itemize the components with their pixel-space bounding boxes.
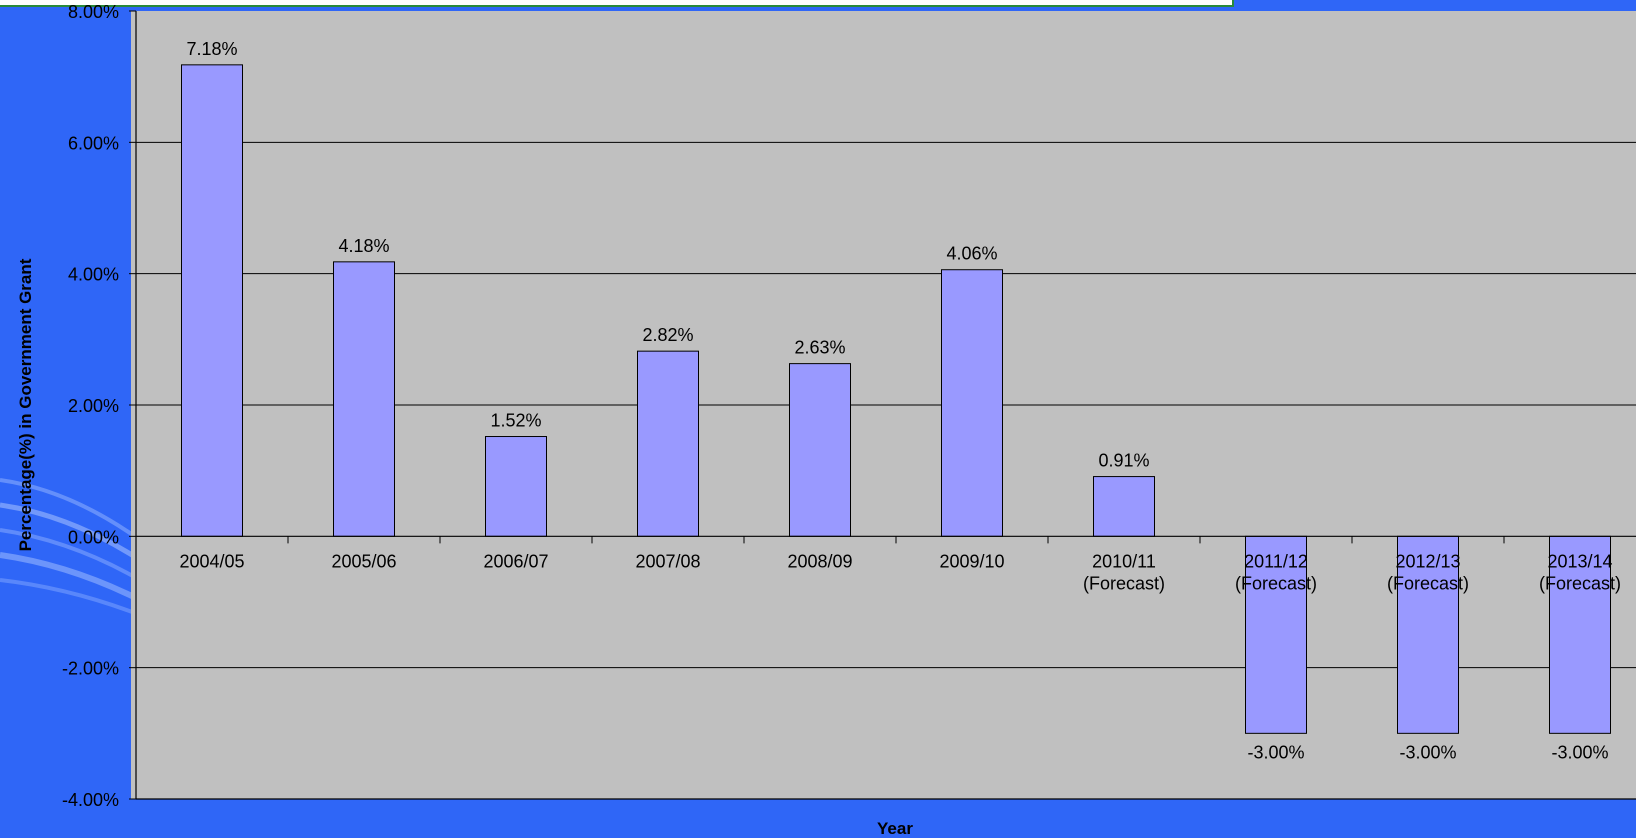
bars bbox=[181, 64, 1611, 734]
bar bbox=[181, 64, 243, 537]
x-tick-label: 2004/05 bbox=[179, 551, 244, 571]
axes bbox=[129, 10, 1636, 800]
y-tick-label: 4.00% bbox=[68, 265, 119, 285]
x-tick-label: 2009/10 bbox=[939, 551, 1004, 571]
y-tick-label: 0.00% bbox=[68, 527, 119, 547]
y-tick-label: 6.00% bbox=[68, 133, 119, 153]
y-tick-label: 8.00% bbox=[68, 2, 119, 22]
y-axis-title: Percentage(%) in Government Grant bbox=[16, 258, 35, 551]
x-tick-label: 2013/14 (Forecast) bbox=[1539, 551, 1621, 593]
bar bbox=[333, 261, 395, 537]
bar bbox=[637, 350, 699, 537]
bar bbox=[789, 363, 851, 537]
top-strip bbox=[0, 0, 1234, 7]
x-tick-label: 2008/09 bbox=[787, 551, 852, 571]
data-label: 7.18% bbox=[186, 39, 237, 59]
x-axis-title: Year bbox=[877, 819, 913, 838]
bar bbox=[485, 436, 547, 537]
background-swirl bbox=[0, 478, 140, 617]
y-tick-label: -4.00% bbox=[62, 790, 119, 810]
bar bbox=[1397, 535, 1459, 734]
data-label: 0.91% bbox=[1098, 451, 1149, 471]
y-tick-labels: -4.00% -2.00% 0.00% 2.00% 4.00% 6.00% 8.00% bbox=[62, 2, 119, 810]
data-label: 4.18% bbox=[338, 236, 389, 256]
y-tick-label: -2.00% bbox=[62, 659, 119, 679]
bar bbox=[1093, 476, 1155, 537]
x-tick-label: 2005/06 bbox=[331, 551, 396, 571]
y-tick-label: 2.00% bbox=[68, 396, 119, 416]
data-label: 4.06% bbox=[946, 244, 997, 264]
data-label: 1.52% bbox=[490, 411, 541, 431]
data-label: 2.82% bbox=[642, 325, 693, 345]
x-tick-label: 2010/11 (Forecast) bbox=[1083, 551, 1165, 593]
bar bbox=[941, 269, 1003, 537]
x-tick-label: 2011/12 (Forecast) bbox=[1235, 551, 1317, 593]
data-label: -3.00% bbox=[1247, 742, 1304, 762]
data-label: -3.00% bbox=[1551, 742, 1608, 762]
x-tick-label: 2007/08 bbox=[635, 551, 700, 571]
data-label: 2.63% bbox=[794, 338, 845, 358]
bar bbox=[1549, 535, 1611, 734]
data-label: -3.00% bbox=[1399, 742, 1456, 762]
x-tick-label: 2006/07 bbox=[483, 551, 548, 571]
x-tick-labels: 2004/05 2005/06 2006/07 2007/08 2008/09 2009/… bbox=[179, 551, 1621, 593]
data-labels: 7.18% 4.18% 1.52% 2.82% 2.63% 4.06% 0.91% -3.00… bbox=[186, 39, 1608, 762]
bar bbox=[1245, 535, 1307, 734]
x-tick-label: 2012/13 (Forecast) bbox=[1387, 551, 1469, 593]
